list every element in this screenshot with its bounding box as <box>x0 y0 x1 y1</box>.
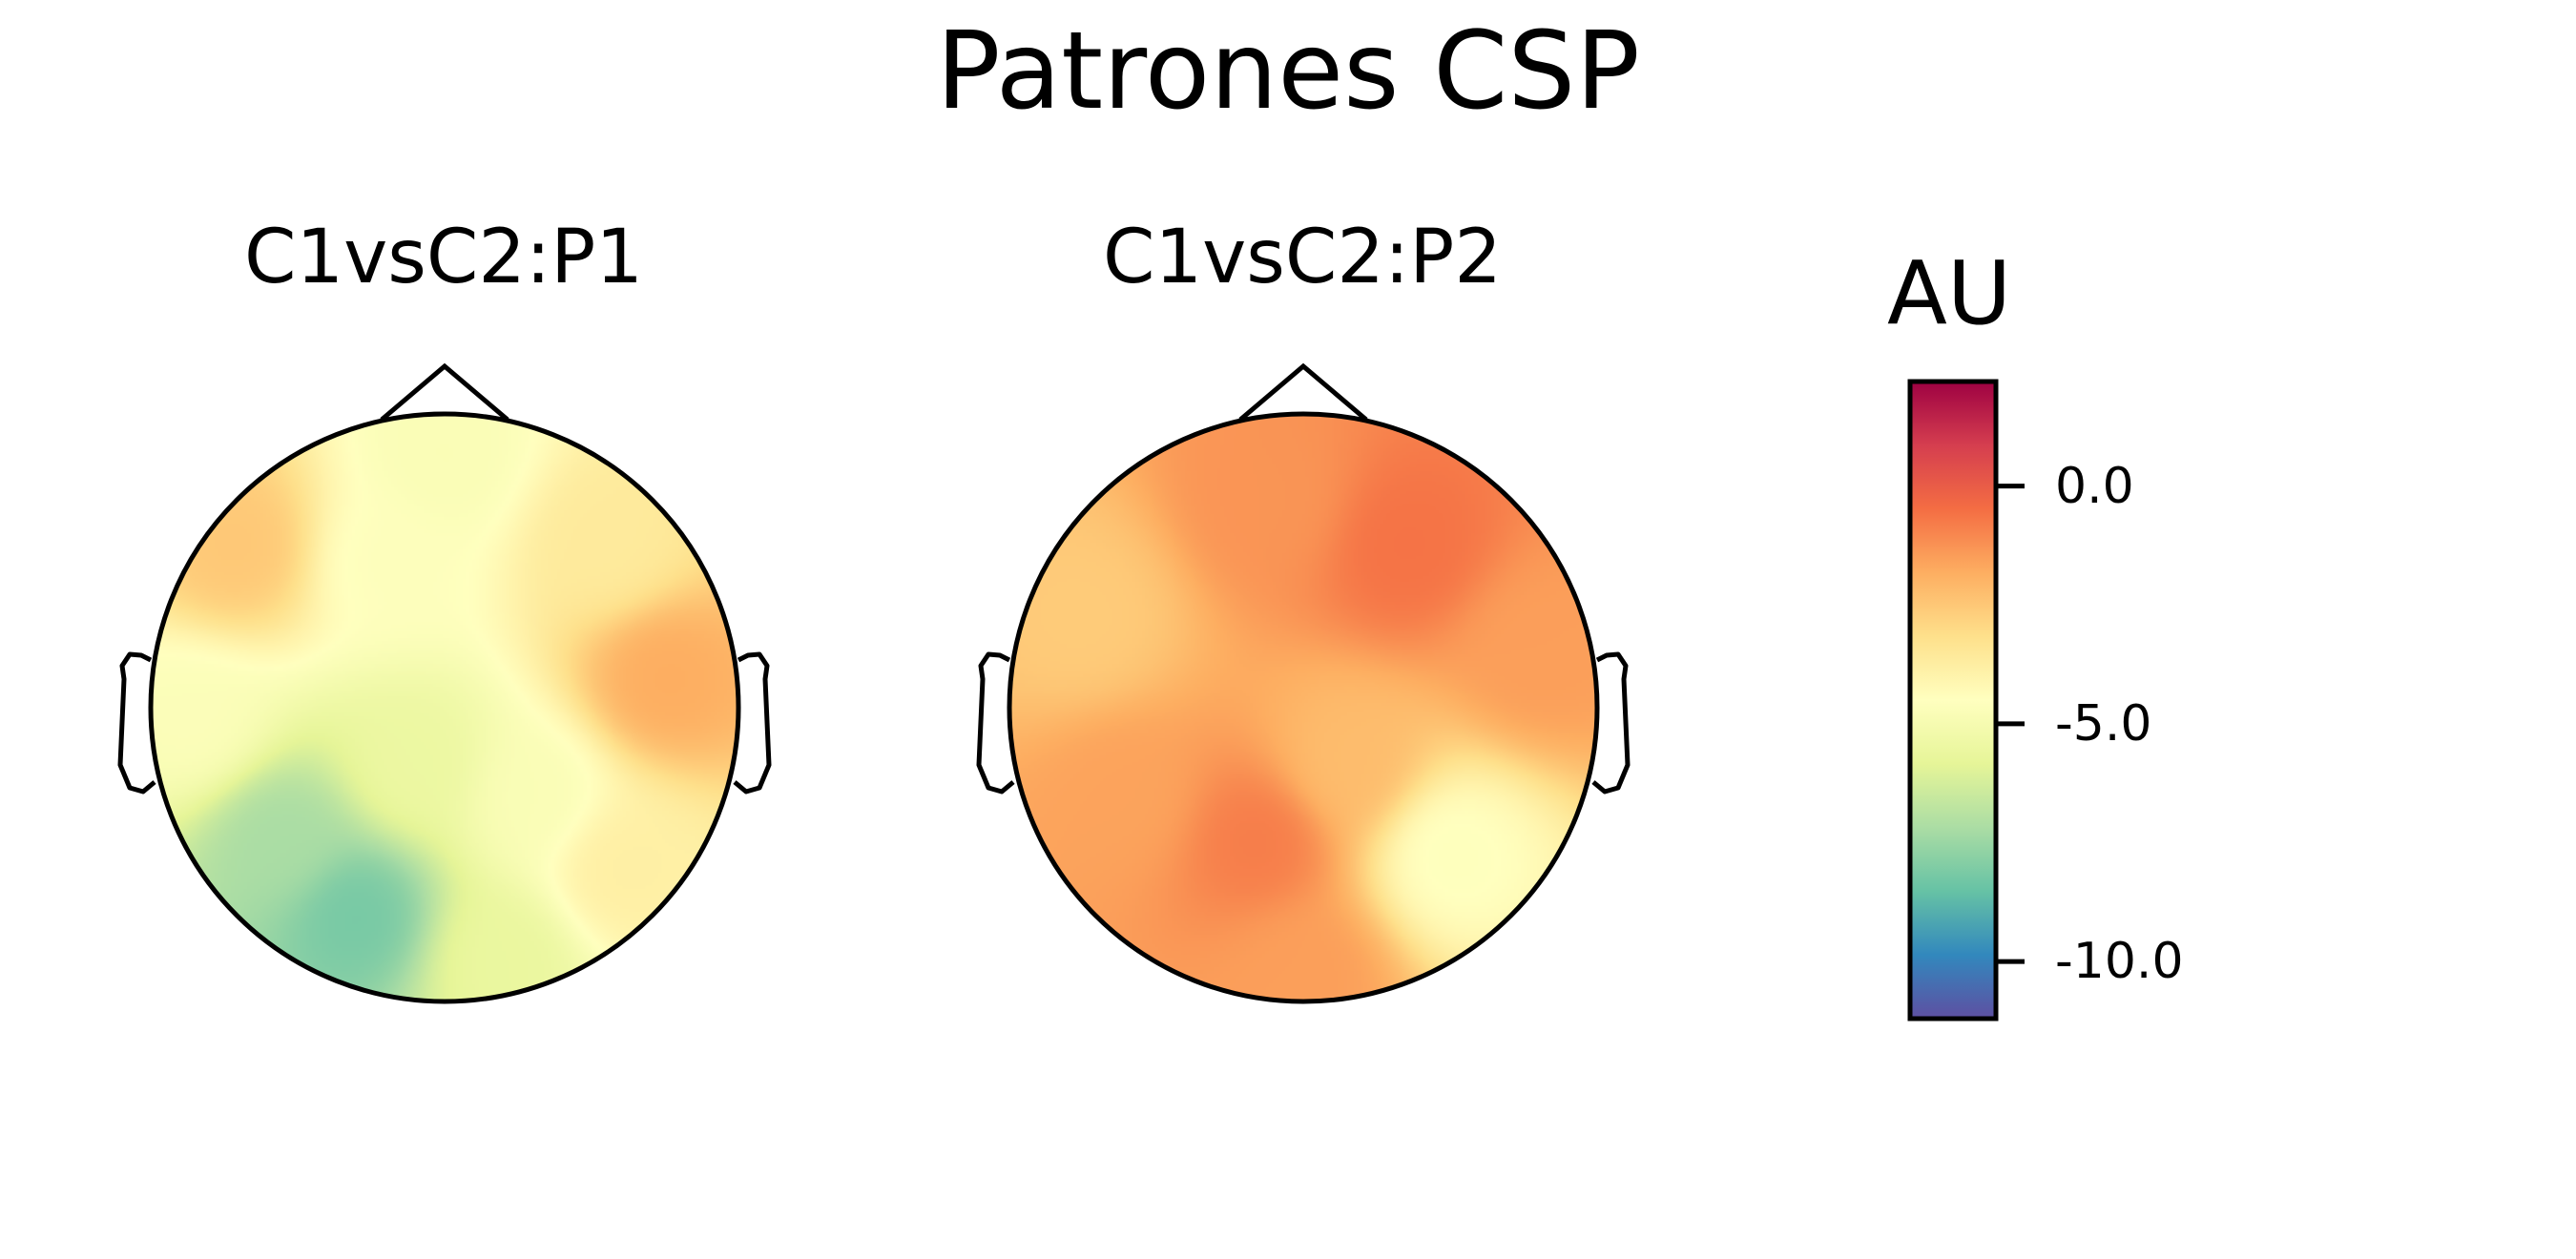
topomap-panel-1 <box>117 362 772 1004</box>
right-ear <box>733 651 772 795</box>
topomap-panel-2 <box>976 362 1631 1004</box>
head-outline <box>1007 411 1600 1004</box>
panel-1-title: C1vsC2:P1 <box>244 215 643 300</box>
panel-2-title: C1vsC2:P2 <box>1103 215 1502 300</box>
nose <box>1238 362 1368 422</box>
colorbar-label: AU <box>1887 242 2012 344</box>
nose <box>380 362 509 422</box>
topomap-heatmap-2 <box>1009 414 1597 1001</box>
colorbar-tick-label: -5.0 <box>2055 694 2152 753</box>
left-ear <box>976 651 1015 795</box>
left-ear <box>117 651 156 795</box>
topomap-heatmap-1 <box>151 414 738 1001</box>
figure-title: Patrones CSP <box>936 10 1640 134</box>
colorbar-tick-label: -10.0 <box>2055 933 2184 991</box>
colorbar-gradient <box>1907 379 1999 1022</box>
colorbar-tick-label: 0.0 <box>2055 457 2134 515</box>
right-ear <box>1591 651 1631 795</box>
head-outline <box>148 411 741 1004</box>
colorbar <box>1907 379 2025 1022</box>
